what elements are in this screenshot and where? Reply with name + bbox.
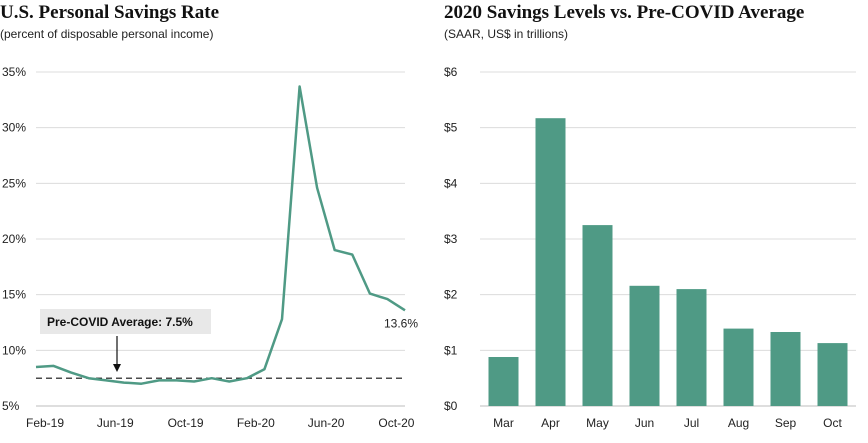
annotation-arrowhead [113,364,121,372]
savings-rate-line [35,85,406,385]
x-tick-label: Apr [541,416,560,430]
chart-title: U.S. Personal Savings Rate [0,2,220,23]
chart-subtitle: (SAAR, US$ in trillions) [444,27,569,41]
y-tick-label: $1 [444,343,458,357]
x-tick-label: Feb-19 [26,416,64,430]
x-tick-label: Jun-19 [97,416,134,430]
annotation-box [40,309,211,334]
x-tick-label: Mar [493,416,514,430]
y-tick-label: 30% [2,121,26,135]
y-tick-label: 10% [2,343,26,357]
x-tick-label: Jul [684,416,699,430]
y-tick-label: 15% [2,288,26,302]
bar-apr [535,118,566,406]
chart-title: 2020 Savings Levels vs. Pre-COVID Averag… [444,2,805,23]
y-tick-label: $5 [444,121,458,135]
x-tick-label: Oct-20 [378,416,414,430]
savings-levels-chart: 2020 Savings Levels vs. Pre-COVID Averag… [438,0,868,443]
x-tick-label: Oct-19 [168,416,204,430]
x-tick-label: Feb-20 [237,416,275,430]
bar-aug [723,328,754,406]
end-value-label: 13.6% [384,316,418,330]
x-tick-label: Jun-20 [308,416,345,430]
bar-mar [488,357,519,406]
x-tick-label: May [586,416,609,430]
y-tick-label: $2 [444,288,458,302]
x-tick-label: Aug [728,416,749,430]
bar-may [582,225,613,406]
y-tick-label: $3 [444,232,458,246]
bar-chart-plot: $0 $1 $2 $3 $4 $5 $6 Mar Apr May Jun Jul Aug Sep Oct [444,65,856,430]
y-tick-label: $4 [444,176,458,190]
y-tick-label: 20% [2,232,26,246]
chart-subtitle: (percent of disposable personal income) [0,27,214,41]
y-tick-label: $0 [444,399,458,413]
x-tick-label: Oct [823,416,842,430]
y-tick-label: 35% [2,65,26,79]
bar-oct [817,343,848,406]
line-chart-plot: 5% 10% 15% 20% 25% 30% 35% Feb-19 Jun-19 Oct-19 Fe… [2,65,418,430]
y-tick-label: 5% [2,399,20,413]
bar-jun [629,285,660,406]
savings-rate-chart: U.S. Personal Savings Rate (percent of d… [0,0,430,443]
y-tick-label: 25% [2,176,26,190]
x-tick-label: Jun [635,416,654,430]
bar-sep [770,332,801,406]
y-tick-label: $6 [444,65,458,79]
x-tick-label: Sep [775,416,797,430]
annotation-label: Pre-COVID Average: 7.5% [47,315,193,329]
bar-jul [676,289,707,406]
